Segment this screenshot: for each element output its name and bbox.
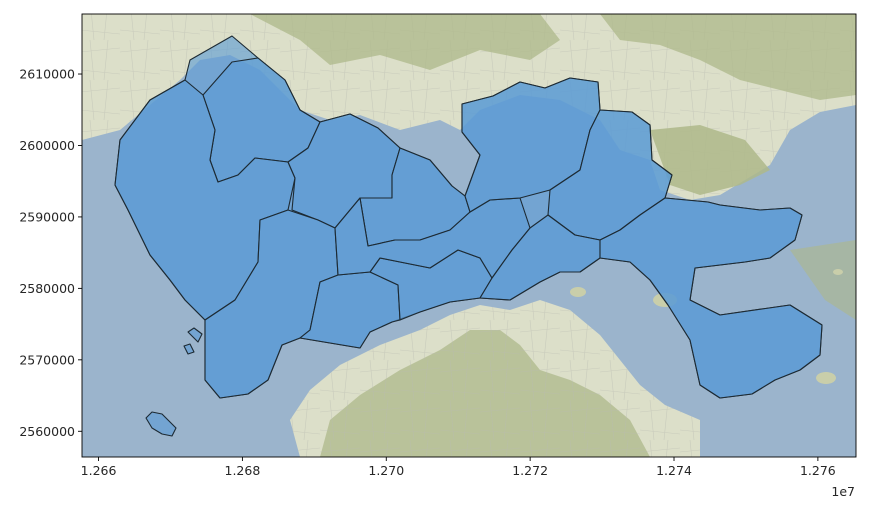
y-tick-label: 2570000 [19, 352, 75, 367]
x-tick-label: 1.276 [800, 463, 836, 478]
northern-terrain [250, 14, 560, 70]
district-dapeng [599, 197, 823, 399]
y-tick-label: 2580000 [19, 281, 75, 296]
y-tick-label: 2610000 [19, 67, 75, 82]
x-tick-label: 1.272 [512, 463, 548, 478]
far-east-terrain [790, 240, 856, 320]
x-tick-label: 1.270 [368, 463, 404, 478]
x-tick-label: 1.268 [225, 463, 261, 478]
island [816, 372, 836, 384]
y-tick-label: 2600000 [19, 138, 75, 153]
island-district [145, 411, 177, 437]
island-district-small [183, 343, 195, 355]
island [570, 287, 586, 297]
y-axis: 2560000 2570000 2580000 2590000 2600000 26100… [19, 67, 82, 439]
island-district-small [187, 327, 203, 343]
y-tick-label: 2590000 [19, 209, 75, 224]
district-layer [114, 35, 823, 437]
east-hills [650, 125, 770, 195]
x-tick-label: 1.266 [81, 463, 117, 478]
x-tick-label: 1.274 [656, 463, 692, 478]
y-tick-label: 2560000 [19, 424, 75, 439]
northeast-terrain [600, 14, 856, 100]
x-axis: 1.266 1.268 1.270 1.272 1.274 1.276 [81, 457, 836, 478]
x-offset-label: 1e7 [831, 484, 855, 499]
southern-roads [290, 300, 700, 457]
island [833, 269, 843, 275]
axes-frame [81, 13, 857, 458]
